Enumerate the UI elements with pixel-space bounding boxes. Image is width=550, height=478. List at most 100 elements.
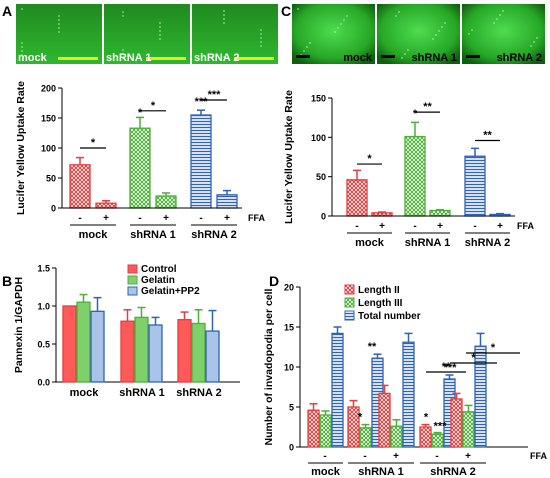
bar bbox=[359, 427, 372, 448]
legend-swatch bbox=[344, 284, 355, 295]
bar bbox=[429, 209, 451, 217]
cell-speck bbox=[346, 15, 348, 17]
cell-speck bbox=[260, 41, 262, 43]
bar bbox=[90, 310, 105, 383]
cell-speck bbox=[309, 42, 311, 44]
micrograph-label: shRNA 1 bbox=[412, 52, 457, 64]
legend-label: Control bbox=[141, 264, 177, 275]
y-tick-label: 0.0 bbox=[37, 378, 50, 388]
micrograph-image bbox=[292, 4, 375, 64]
cell-speck bbox=[223, 22, 225, 24]
y-tick-label: 100 bbox=[41, 144, 56, 154]
cell-speck bbox=[21, 8, 23, 10]
bar bbox=[148, 324, 163, 383]
cell-speck bbox=[58, 15, 60, 17]
cell-speck bbox=[471, 29, 473, 31]
y-axis-label: Pannexin 1/GAPDH bbox=[13, 277, 25, 373]
y-tick-label: 20 bbox=[284, 283, 294, 293]
cell-speck bbox=[502, 10, 504, 12]
cell-speck bbox=[334, 31, 336, 33]
x-category-label: shRNA 1 bbox=[358, 466, 403, 478]
x-category-label: shRNA 2 bbox=[176, 387, 221, 399]
y-axis-label: Number of invadopodia per cell bbox=[263, 288, 275, 445]
cell-speck bbox=[122, 11, 124, 13]
treatment-label: + bbox=[103, 213, 109, 224]
significance-marker: ** bbox=[442, 361, 451, 373]
legend-swatch bbox=[344, 297, 355, 308]
cell-speck bbox=[438, 30, 440, 32]
legend-label: Gelatin bbox=[141, 275, 175, 286]
panel-letter-d: D bbox=[269, 273, 279, 289]
treatment-label: - bbox=[78, 213, 81, 224]
cell-speck bbox=[159, 34, 161, 36]
cell-speck bbox=[343, 19, 345, 21]
micrograph-image bbox=[462, 4, 545, 64]
scale-bar bbox=[296, 55, 310, 58]
cell-speck bbox=[159, 26, 161, 28]
bar bbox=[378, 392, 391, 448]
cell-speck bbox=[159, 22, 161, 24]
legend-label: Gelatin+PP2 bbox=[141, 286, 200, 297]
legend-label: Length II bbox=[358, 285, 400, 296]
cell-speck bbox=[58, 19, 60, 21]
bar bbox=[307, 409, 320, 448]
significance-marker: ** bbox=[483, 129, 492, 141]
bar bbox=[129, 127, 151, 209]
cell-speck bbox=[159, 38, 161, 40]
cell-speck bbox=[395, 15, 397, 17]
cell-speck bbox=[58, 31, 60, 33]
y-tick-label: 0 bbox=[51, 204, 56, 214]
treatment-label: + bbox=[393, 451, 399, 462]
bar bbox=[402, 341, 415, 448]
cell-speck bbox=[223, 14, 225, 16]
micrograph-image bbox=[104, 4, 190, 64]
significance-marker: ** bbox=[423, 101, 432, 113]
y-tick-label: 15 bbox=[284, 323, 294, 333]
bar bbox=[390, 425, 403, 448]
legend-swatch bbox=[127, 275, 138, 285]
cell-speck bbox=[444, 22, 446, 24]
micrograph-label: shRNA 2 bbox=[497, 52, 542, 64]
cell-speck bbox=[122, 15, 124, 17]
treatment-label: + bbox=[224, 213, 230, 224]
cell-speck bbox=[493, 22, 495, 24]
cell-speck bbox=[435, 34, 437, 36]
cell-speck bbox=[223, 56, 225, 58]
cell-speck bbox=[21, 54, 23, 56]
cell-speck bbox=[530, 45, 532, 47]
bar bbox=[331, 332, 344, 448]
bar bbox=[134, 316, 149, 383]
cell-speck bbox=[260, 37, 262, 39]
bar bbox=[319, 414, 332, 448]
scale-bar bbox=[58, 57, 98, 60]
cell-speck bbox=[404, 53, 406, 55]
legend-swatch bbox=[344, 310, 355, 321]
treatment-label: - bbox=[138, 213, 141, 224]
significance-marker: * bbox=[138, 107, 143, 119]
bar bbox=[120, 320, 135, 383]
x-category-label: shRNA 2 bbox=[430, 466, 475, 478]
cell-speck bbox=[159, 30, 161, 32]
cell-speck bbox=[21, 46, 23, 48]
cell-speck bbox=[260, 45, 262, 47]
x-category-label: mock bbox=[355, 237, 385, 249]
y-tick-label: 0.5 bbox=[37, 340, 50, 350]
bar bbox=[474, 345, 487, 448]
significance-marker: *** bbox=[195, 96, 209, 108]
cell-speck bbox=[21, 42, 23, 44]
treatment-label: + bbox=[465, 451, 471, 462]
micrograph-image bbox=[192, 4, 278, 64]
significance-marker: ** bbox=[368, 341, 377, 353]
cell-speck bbox=[303, 50, 305, 52]
treatment-label: + bbox=[379, 221, 385, 232]
treatment-axis-label: FFA bbox=[248, 213, 265, 223]
cell-speck bbox=[122, 53, 124, 55]
treatment-label: - bbox=[355, 221, 358, 232]
micrograph-label: shRNA 2 bbox=[194, 52, 239, 64]
bar bbox=[404, 135, 426, 217]
bar bbox=[69, 164, 91, 209]
scale-bar bbox=[146, 57, 186, 60]
bar bbox=[95, 202, 117, 209]
significance-marker: *** bbox=[208, 89, 222, 101]
